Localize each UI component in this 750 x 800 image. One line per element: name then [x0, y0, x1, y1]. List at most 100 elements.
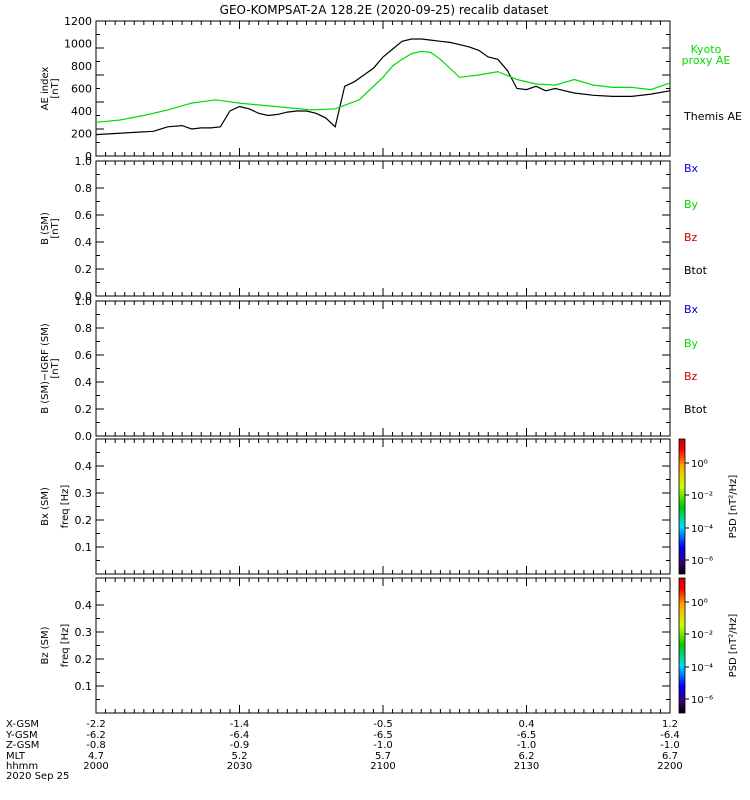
- colorbar-tick-label: 10⁻²: [691, 630, 713, 641]
- plot-frame: [95, 300, 671, 437]
- y-tick-label: 0.4: [75, 236, 93, 249]
- y-tick-label: 0.6: [75, 349, 93, 362]
- x-tick-label: -1.4: [230, 719, 250, 730]
- y-tick-label: 0: [85, 150, 92, 163]
- y-tick-label: 0.3: [75, 487, 93, 500]
- legend-by: By: [684, 198, 699, 211]
- y-axis-sublabel: freq [Hz]: [60, 485, 71, 529]
- x-tick-label: 2000: [83, 761, 108, 772]
- x-tick-label: 5.2: [232, 751, 248, 762]
- x-tick-label: -1.0: [660, 740, 680, 751]
- x-row-label: Y-GSM: [5, 730, 38, 741]
- y-tick-label: 0.8: [75, 322, 93, 335]
- legend-by: By: [684, 337, 699, 350]
- legend-kyoto-line1: Kyoto: [691, 43, 722, 56]
- legend-btot: Btot: [684, 403, 708, 416]
- y-tick-label: 0.2: [75, 514, 93, 527]
- colorbar: [678, 577, 686, 714]
- colorbar-tick-label: 10⁻⁶: [691, 695, 713, 706]
- x-tick-label: -0.8: [86, 740, 106, 751]
- plot-frame: [95, 577, 671, 714]
- y-tick-label: 0.1: [75, 680, 93, 693]
- x-tick-label: 4.7: [88, 751, 104, 762]
- x-tick-label: 6.7: [662, 751, 678, 762]
- x-row-label: Z-GSM: [6, 740, 39, 751]
- plot-frame: [95, 160, 671, 297]
- panel-b: 0.0 0.2 0.4 0.6 0.8 1.0 B (SM) [nT] Bx By Bz Btot: [40, 155, 708, 303]
- series-line-kyoto-proxy-ae: [95, 50, 671, 123]
- panel-bz-psd: 0.1 0.2 0.3 0.4 Bz (SM) freq [Hz] 10⁰ 10⁻² 10⁻⁴ 1…: [40, 577, 739, 714]
- colorbar-tick-label: 10⁻⁶: [691, 556, 713, 567]
- y-tick-label: 200: [71, 128, 92, 141]
- colorbar-label: PSD [nT²/Hz]: [728, 475, 739, 539]
- colorbar-tick-label: 10⁻²: [691, 491, 713, 502]
- legend-btot: Btot: [684, 264, 708, 277]
- x-tick-label: 2030: [227, 761, 252, 772]
- colorbar-tick-label: 10⁰: [691, 598, 708, 609]
- y-tick-label: 0.2: [75, 263, 93, 276]
- x-row-label: MLT: [6, 751, 26, 762]
- x-tick-label: -0.9: [230, 740, 250, 751]
- colorbar-tick-label: 10⁻⁴: [691, 524, 713, 535]
- legend-bz: Bz: [684, 370, 698, 383]
- colorbar-tick-label: 10⁰: [691, 459, 708, 470]
- y-tick-label: 1000: [64, 38, 92, 51]
- y-axis-unit: [nT]: [50, 218, 61, 238]
- y-axis-label: AE index: [40, 67, 51, 111]
- x-tick-label: -1.0: [373, 740, 393, 751]
- y-tick-label: 600: [71, 83, 92, 96]
- panel-ae: 0 200 400 600 800 1000 1200 AE index [nT] Kyotopr…: [40, 15, 742, 163]
- x-tick-label: -1.0: [517, 740, 537, 751]
- y-tick-label: 1.0: [75, 295, 93, 308]
- y-axis-unit: [nT]: [50, 358, 61, 378]
- y-tick-label: 0.1: [75, 541, 93, 554]
- colorbar: [678, 438, 686, 575]
- plot-frame: [95, 20, 671, 157]
- y-tick-label: 800: [71, 60, 92, 73]
- legend-kyoto-line2: proxy AE: [682, 54, 731, 67]
- x-tick-label: 6.2: [519, 751, 535, 762]
- legend-bz: Bz: [684, 231, 698, 244]
- legend-bx: Bx: [684, 303, 699, 316]
- x-tick-label: -6.5: [373, 730, 393, 741]
- x-row-label: X-GSM: [6, 719, 39, 730]
- x-axis-date: 2020 Sep 25: [6, 771, 69, 782]
- x-tick-label: 2200: [657, 761, 682, 772]
- x-tick-label: 0.4: [519, 719, 535, 730]
- y-tick-label: 0.0: [75, 430, 93, 443]
- x-tick-label: 5.7: [375, 751, 391, 762]
- y-axis-label: B (SM): [40, 212, 51, 245]
- x-tick-label: -0.5: [373, 719, 393, 730]
- y-axis-label: Bz (SM): [40, 626, 51, 664]
- y-tick-label: 0.8: [75, 182, 93, 195]
- y-tick-label: 1200: [64, 15, 92, 28]
- x-tick-label: -6.5: [517, 730, 537, 741]
- y-tick-label: 0.6: [75, 209, 93, 222]
- legend-bx: Bx: [684, 162, 699, 175]
- y-tick-label: 0.4: [75, 460, 93, 473]
- panel-b-igrf: 0.0 0.2 0.4 0.6 0.8 1.0 B (SM)−IGRF (SM) [nT] Bx…: [40, 295, 708, 443]
- x-tick-label: 2130: [514, 761, 539, 772]
- y-tick-label: 0.2: [75, 403, 93, 416]
- x-tick-label: 1.2: [662, 719, 678, 730]
- chart-title: GEO-KOMPSAT-2A 128.2E (2020-09-25) recal…: [220, 3, 549, 17]
- colorbar-tick-label: 10⁻⁴: [691, 663, 713, 674]
- y-tick-label: 1.0: [75, 155, 93, 168]
- x-tick-label: 2100: [370, 761, 395, 772]
- y-tick-label: 400: [71, 105, 92, 118]
- colorbar-label: PSD [nT²/Hz]: [728, 614, 739, 678]
- panel-bx-psd: 0.1 0.2 0.3 0.4 Bx (SM) freq [Hz] 10⁰ 10⁻² 10⁻⁴ 1…: [40, 438, 739, 575]
- y-axis-unit: [nT]: [50, 78, 61, 98]
- y-tick-label: 0.2: [75, 653, 93, 666]
- y-axis-label: B (SM)−IGRF (SM): [40, 323, 51, 414]
- x-tick-label: -6.2: [86, 730, 106, 741]
- y-axis-sublabel: freq [Hz]: [60, 624, 71, 668]
- x-row-label: hhmm: [6, 761, 38, 772]
- series-line-themis-ae: [95, 38, 671, 136]
- y-tick-label: 0.4: [75, 599, 93, 612]
- y-axis-label: Bx (SM): [40, 487, 51, 526]
- y-tick-label: 0.4: [75, 376, 93, 389]
